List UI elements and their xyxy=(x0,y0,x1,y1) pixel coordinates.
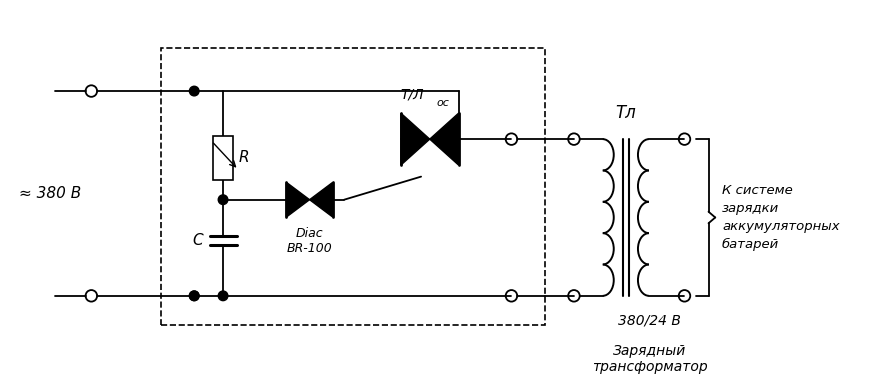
Circle shape xyxy=(218,195,228,205)
Text: Тл: Тл xyxy=(615,104,636,122)
Polygon shape xyxy=(310,182,332,217)
Polygon shape xyxy=(286,182,310,217)
Circle shape xyxy=(189,86,199,96)
Circle shape xyxy=(189,291,199,301)
Circle shape xyxy=(189,291,199,301)
Text: ос: ос xyxy=(437,99,450,108)
Circle shape xyxy=(218,291,228,301)
Text: R: R xyxy=(238,150,249,165)
Text: C: C xyxy=(192,233,203,248)
Bar xyxy=(214,136,233,180)
Text: К системе
зарядки
аккумуляторных
батарей: К системе зарядки аккумуляторных батарей xyxy=(722,184,840,251)
Text: Зарядный
трансформатор: Зарядный трансформатор xyxy=(592,344,708,374)
Polygon shape xyxy=(401,113,430,165)
Polygon shape xyxy=(430,113,458,165)
Text: Т/Л: Т/Л xyxy=(401,88,424,102)
Text: ≈ 380 В: ≈ 380 В xyxy=(19,186,81,201)
Text: Diac
BR-100: Diac BR-100 xyxy=(287,227,332,255)
Text: 380/24 В: 380/24 В xyxy=(619,313,682,327)
